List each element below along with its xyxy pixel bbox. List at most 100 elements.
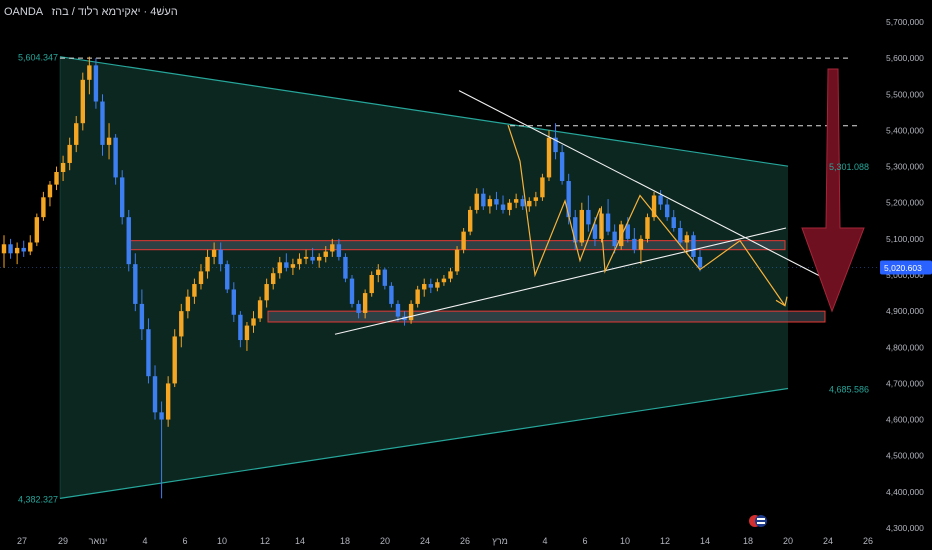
time-axis-label: 20	[380, 536, 390, 546]
candle-body	[198, 271, 204, 285]
candle-body	[159, 412, 164, 420]
channel-lower-line	[59, 387, 789, 499]
price-axis-label: 5,100,000	[886, 234, 924, 244]
candle-body	[271, 273, 276, 285]
candle-body	[165, 383, 171, 420]
candle-body	[54, 171, 59, 185]
time-axis-label: 14	[700, 536, 710, 546]
time-axis-label: ינואר	[89, 536, 108, 546]
bearish-arrow	[801, 68, 865, 313]
candle-body	[494, 199, 499, 205]
broker-label: OANDA	[4, 6, 43, 18]
candle-body	[605, 213, 611, 232]
candle-body	[428, 284, 433, 288]
time-axis-label: מרץ	[492, 536, 508, 546]
candle-body	[467, 209, 473, 232]
time-axis-label: 24	[823, 536, 833, 546]
projected-path-arrowhead	[775, 296, 788, 307]
time-axis-label: 10	[620, 536, 630, 546]
candle-body	[284, 262, 289, 268]
candle-body	[461, 231, 466, 250]
candle-body	[113, 137, 118, 178]
time-axis-label: 6	[582, 536, 587, 546]
candle-body	[691, 235, 696, 257]
candle-body	[651, 195, 657, 218]
candle-body	[14, 247, 20, 254]
candle-body	[336, 244, 342, 257]
time-axis-label: 4	[142, 536, 147, 546]
candle-body	[257, 300, 263, 319]
candle-body	[566, 181, 571, 218]
descending-trendline	[458, 90, 826, 280]
candle-body	[612, 231, 617, 247]
projected-path	[507, 124, 786, 307]
candle-body	[205, 256, 210, 272]
candle-body	[671, 217, 676, 229]
time-axis-label: 14	[295, 536, 305, 546]
current-price-label: 5,020.603	[884, 263, 922, 273]
upper-target-label: 5,301.088	[829, 162, 869, 172]
price-axis-label: 5,000,000	[886, 270, 924, 280]
support-zone	[267, 310, 826, 323]
price-axis-label: 5,500,000	[886, 89, 924, 99]
candle-body	[376, 269, 381, 275]
time-axis-label: 6	[182, 536, 187, 546]
price-axis-label: 4,800,000	[886, 342, 924, 352]
price-axis-label: 4,500,000	[886, 451, 924, 461]
candle-body	[625, 224, 630, 239]
candle-body	[21, 247, 26, 252]
candle-body	[133, 264, 138, 304]
time-axis-label: 12	[660, 536, 670, 546]
candle-body	[238, 314, 243, 341]
channel-area	[60, 56, 788, 499]
time-axis-label: 12	[260, 536, 270, 546]
candle-body	[119, 177, 125, 218]
candle-body	[441, 278, 447, 283]
candle-body	[638, 238, 644, 250]
us-flag-icon[interactable]	[748, 514, 768, 528]
time-axis-label: 27	[17, 536, 27, 546]
price-axis-label: 5,200,000	[886, 198, 924, 208]
candle-body	[579, 209, 585, 243]
candle-body	[277, 262, 282, 274]
time-axis-label: 4	[542, 536, 547, 546]
price-axis-label: 5,700,000	[886, 17, 924, 27]
time-axis-label: 24	[420, 536, 430, 546]
candle-body	[546, 137, 552, 178]
price-axis-label: 4,400,000	[886, 487, 924, 497]
candle-body	[106, 137, 112, 145]
candle-body	[310, 256, 315, 261]
candle-body	[362, 293, 368, 313]
symbol-title: העשׁ4 · יאקירמא רלוד / בהז	[51, 6, 178, 18]
time-axis-label: 26	[460, 536, 470, 546]
price-axis-label: 5,300,000	[886, 162, 924, 172]
time-axis-label: 18	[743, 536, 753, 546]
lower-target-label: 4,685.586	[829, 384, 869, 394]
candle-body	[553, 137, 558, 153]
candle-body	[231, 289, 237, 315]
candle-body	[251, 318, 256, 326]
candle-body	[684, 235, 690, 243]
candle-body	[356, 303, 361, 313]
candle-body	[290, 264, 296, 268]
candle-body	[520, 199, 525, 207]
time-axis-label: 20	[783, 536, 793, 546]
candle-body	[664, 204, 670, 218]
candle-body	[323, 251, 328, 257]
candle-body	[74, 123, 79, 145]
candle-body	[264, 284, 269, 301]
candle-body	[172, 336, 177, 384]
candle-body	[395, 303, 401, 317]
candle-body	[507, 202, 512, 210]
time-axis-label: 18	[340, 536, 350, 546]
candle-body	[343, 256, 348, 279]
candle-body	[500, 204, 506, 210]
time-axis-label: 26	[863, 536, 873, 546]
candle-body	[34, 217, 40, 243]
candle-body	[80, 79, 85, 124]
candle-body	[435, 282, 440, 288]
price-axis-label: 5,400,000	[886, 125, 924, 135]
candle-body	[297, 258, 302, 265]
candle-body	[369, 275, 374, 294]
